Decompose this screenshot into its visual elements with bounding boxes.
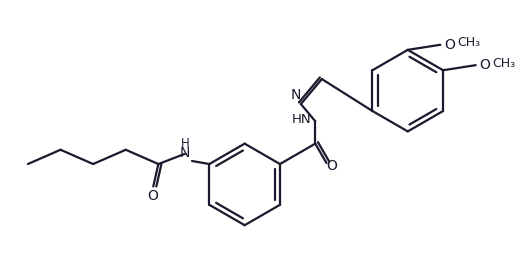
Text: O: O [479, 58, 490, 72]
Text: N: N [290, 88, 301, 102]
Text: CH₃: CH₃ [457, 36, 480, 49]
Text: O: O [326, 159, 337, 173]
Text: HN: HN [292, 113, 312, 126]
Text: H: H [181, 137, 189, 150]
Text: O: O [147, 189, 157, 203]
Text: CH₃: CH₃ [492, 57, 516, 70]
Text: N: N [180, 146, 190, 160]
Text: O: O [444, 38, 455, 52]
